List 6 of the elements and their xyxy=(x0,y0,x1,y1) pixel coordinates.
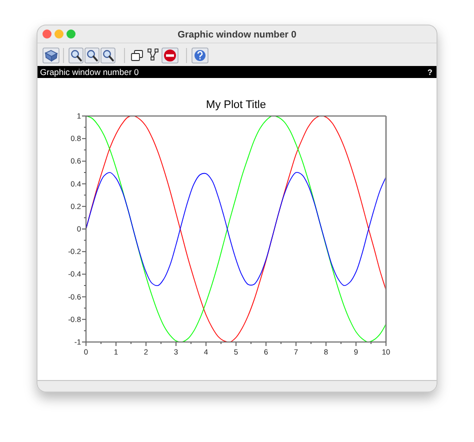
chart-title: My Plot Title xyxy=(206,99,266,111)
text: Graphic window number 0 xyxy=(40,67,140,77)
text: ? xyxy=(428,68,433,77)
text: Graphic window number 0 xyxy=(178,30,296,40)
line-series xyxy=(86,172,386,286)
line-series xyxy=(86,116,386,343)
